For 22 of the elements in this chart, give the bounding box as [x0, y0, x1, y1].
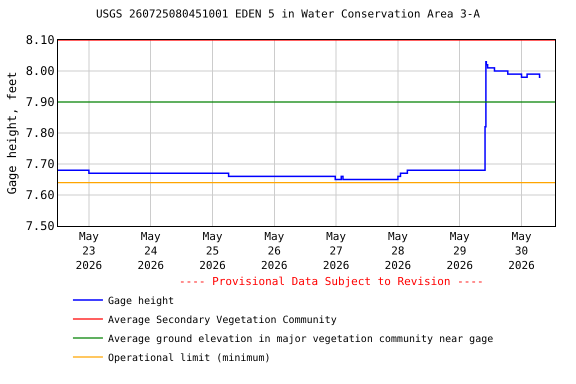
chart-title: USGS 260725080451001 EDEN 5 in Water Conservation Area 3-A — [96, 7, 480, 20]
y-tick-label: 7.60 — [26, 188, 55, 202]
legend-label: Average ground elevation in major vegetation community near gage — [108, 334, 494, 345]
x-tick-label: May 24 2026 — [137, 230, 164, 272]
legend-label: Operational limit (minimum) — [108, 352, 271, 364]
x-tick-label: May 29 2026 — [446, 230, 473, 272]
x-tick-label: May 30 2026 — [508, 230, 535, 272]
legend-label: Average Secondary Vegetation Community — [108, 314, 337, 326]
x-tick-label: May 23 2026 — [76, 230, 102, 272]
y-tick-label: 8.00 — [26, 64, 55, 78]
y-tick-label: 7.50 — [26, 219, 55, 234]
x-tick-label: May 28 2026 — [384, 230, 412, 272]
y-axis-title: Gage height, feet — [4, 72, 19, 194]
text: ---- Provisional Data Subject to Revision ---- — [179, 275, 484, 288]
y-tick-label: 7.70 — [26, 157, 55, 172]
x-tick-label: May 26 2026 — [261, 230, 288, 272]
x-tick-label: May 27 2026 — [322, 230, 350, 272]
y-tick-label: 7.80 — [26, 126, 55, 140]
y-tick-label: 7.90 — [26, 95, 55, 110]
y-tick-label: 8.10 — [26, 33, 55, 48]
legend-label: Gage height — [108, 296, 174, 307]
x-tick-label: May 25 2026 — [199, 230, 226, 272]
